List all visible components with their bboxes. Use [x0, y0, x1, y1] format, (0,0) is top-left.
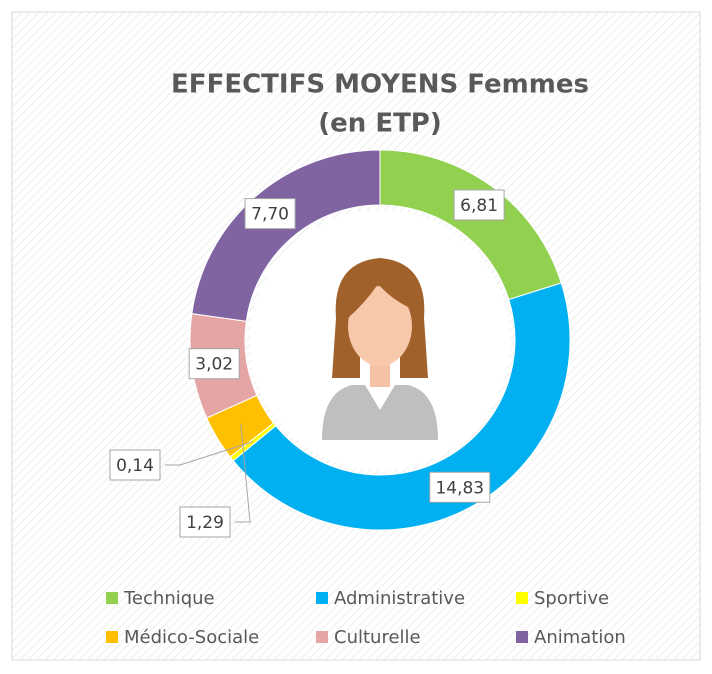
data-label-box — [429, 471, 491, 503]
donut-slice — [232, 282, 571, 531]
data-label-box — [453, 189, 505, 221]
legend-label: Animation — [534, 627, 626, 648]
legend-label: Sportive — [534, 588, 609, 609]
legend-swatch — [316, 631, 328, 643]
data-label-box — [179, 506, 231, 538]
legend: Technique Administrative Sportive Médico-So… — [106, 588, 626, 648]
chart-title: EFFECTIFS MOYENS Femmes — [171, 70, 589, 100]
legend-swatch — [516, 592, 528, 604]
woman-icon — [250, 210, 510, 470]
data-label: 7,70 — [251, 205, 289, 225]
legend-label: Médico-Sociale — [124, 627, 259, 648]
leader-line — [165, 441, 254, 466]
data-label: 1,29 — [186, 513, 224, 533]
data-label-box — [244, 198, 296, 230]
legend-label: Culturelle — [334, 627, 421, 648]
data-label-box — [109, 449, 161, 481]
data-label: 3,02 — [195, 355, 233, 375]
data-label: 0,14 — [116, 456, 154, 476]
donut-slice — [191, 149, 381, 322]
data-label: 6,81 — [460, 196, 498, 216]
data-label: 14,83 — [435, 478, 484, 498]
donut: 6,81 14,83 0,14 1,29 3,02 7,70 — [109, 149, 571, 538]
legend-swatch — [106, 592, 118, 604]
legend-swatch — [516, 631, 528, 643]
data-label-box — [188, 348, 240, 380]
legend-swatch — [106, 631, 118, 643]
legend-label: Technique — [123, 588, 215, 609]
leader-line — [235, 423, 251, 523]
legend-swatch — [316, 592, 328, 604]
chart-subtitle: (en ETP) — [318, 109, 442, 139]
legend-label: Administrative — [334, 588, 465, 609]
